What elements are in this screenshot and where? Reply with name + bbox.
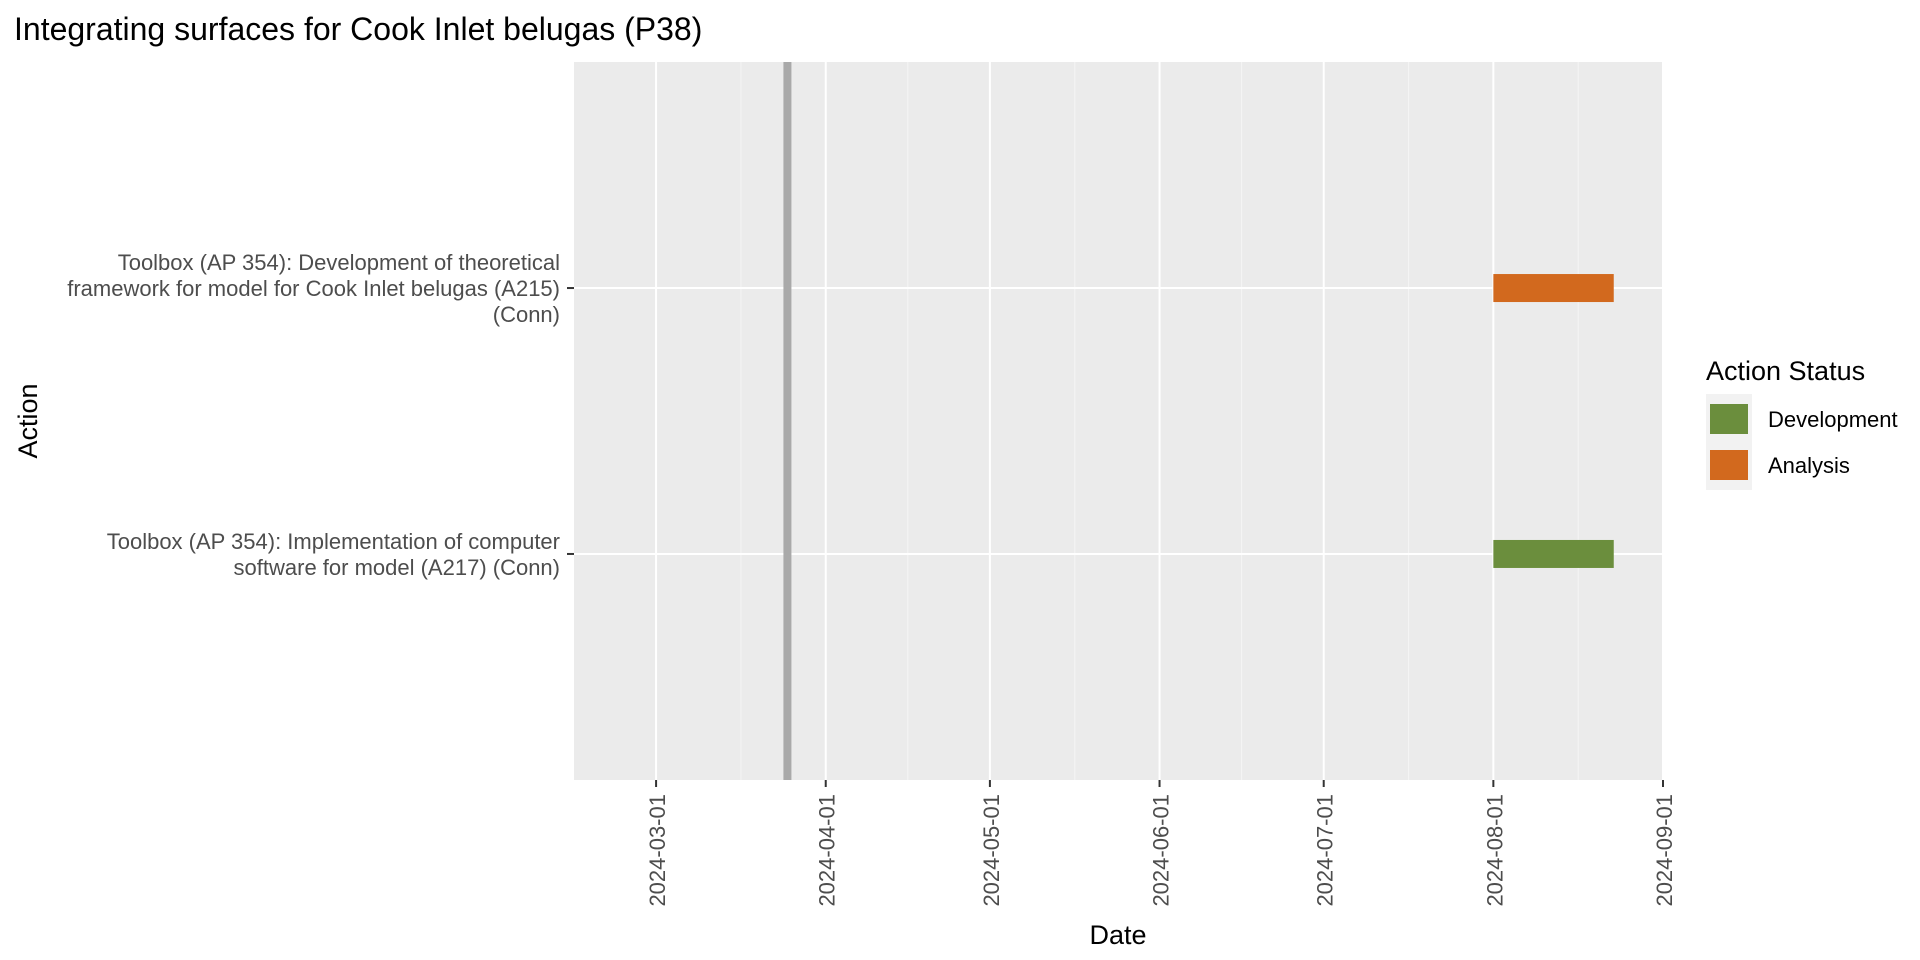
bar <box>1493 539 1614 568</box>
x-tick-label: 2024-08-01 <box>1482 794 1507 907</box>
plot-panel <box>574 62 1663 780</box>
y-axis: Toolbox (AP 354): Development of theoret… <box>67 250 574 580</box>
y-tick-label: framework for model for Cook Inlet belug… <box>67 276 560 301</box>
y-tick-label: (Conn) <box>493 302 560 327</box>
reference-line <box>783 62 792 780</box>
x-tick-label: 2024-09-01 <box>1652 794 1677 907</box>
y-tick-label: Toolbox (AP 354): Development of theoret… <box>118 250 560 275</box>
y-tick-label: software for model (A217) (Conn) <box>234 555 560 580</box>
y-axis-title: Action <box>13 383 43 458</box>
y-tick-label: Toolbox (AP 354): Implementation of comp… <box>107 529 560 554</box>
x-tick-label: 2024-04-01 <box>815 794 840 907</box>
legend-key <box>1710 404 1748 434</box>
gridlines <box>574 62 1664 780</box>
legend-key <box>1710 450 1748 480</box>
x-tick-label: 2024-07-01 <box>1313 794 1338 907</box>
x-tick-label: 2024-05-01 <box>979 794 1004 907</box>
x-axis-title: Date <box>1089 920 1146 950</box>
x-tick-label: 2024-06-01 <box>1149 794 1174 907</box>
legend-title: Action Status <box>1706 356 1865 386</box>
chart-title: Integrating surfaces for Cook Inlet belu… <box>14 11 702 47</box>
bars <box>1493 274 1614 568</box>
reference-line-group <box>783 62 792 780</box>
bar <box>1493 274 1614 303</box>
x-tick-label: 2024-03-01 <box>645 794 670 907</box>
legend: Action Status Development Analysis <box>1706 356 1898 490</box>
legend-label: Analysis <box>1768 453 1850 478</box>
legend-label: Development <box>1768 407 1898 432</box>
x-axis: 2024-03-01 2024-04-01 2024-05-01 2024-06-01… <box>645 780 1677 907</box>
